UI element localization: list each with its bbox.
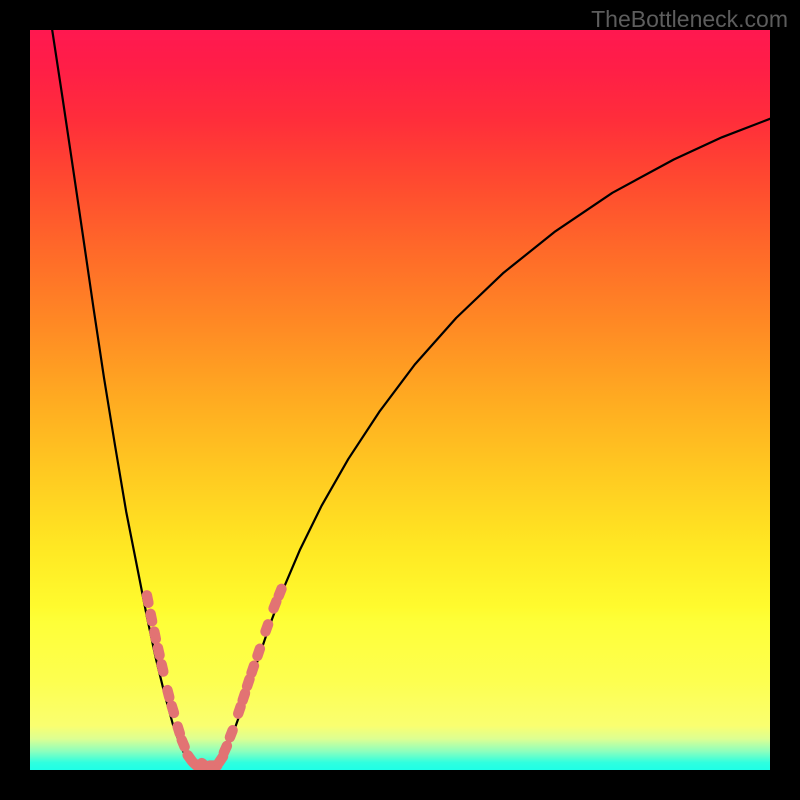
plot-area (30, 30, 770, 770)
gradient-background (30, 30, 770, 770)
watermark-text: TheBottleneck.com (591, 6, 788, 33)
chart-svg (30, 30, 770, 770)
chart-container: TheBottleneck.com (0, 0, 800, 800)
